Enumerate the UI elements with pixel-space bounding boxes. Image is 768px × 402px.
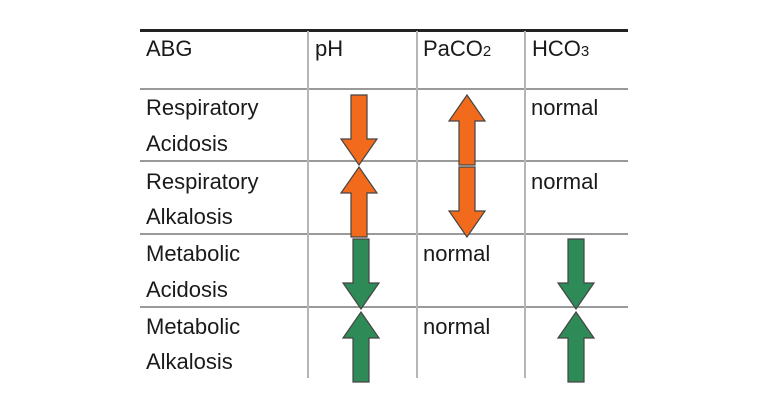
row-divider (140, 160, 628, 162)
arrow-down-icon (341, 238, 381, 310)
column-divider (416, 31, 418, 378)
hco3-indicator (556, 311, 596, 383)
arrow-shape (447, 166, 487, 238)
arrow-up-icon (447, 94, 487, 166)
row-divider (140, 306, 628, 308)
column-divider (524, 31, 526, 378)
header-hco3: HCO3 (532, 34, 589, 67)
paco2-value: normal (423, 314, 491, 339)
header-hco3-text: HCO (532, 36, 581, 61)
row-condition-line1: Metabolic (146, 314, 241, 339)
abg-table: ABG pH PaCO2 HCO3 Respiratory Acidosis n… (140, 22, 628, 383)
arrow-down-icon (447, 166, 487, 238)
arrow-shape (556, 238, 596, 310)
paco2-indicator (447, 94, 487, 166)
paco2-value: normal (423, 241, 491, 266)
row-condition-line2: Acidosis (146, 277, 228, 302)
arrow-up-icon (556, 311, 596, 383)
arrow-down-icon (339, 94, 379, 166)
header-paco2-text: PaCO (423, 36, 483, 61)
paco2-indicator (447, 166, 487, 238)
hco3-indicator (556, 238, 596, 310)
arrow-down-icon (556, 238, 596, 310)
hco3-value: normal (531, 95, 599, 120)
ph-indicator (341, 311, 381, 383)
row-divider (140, 233, 628, 235)
row-condition-line1: Metabolic (146, 241, 241, 266)
header-divider (140, 88, 628, 90)
ph-indicator (339, 166, 379, 238)
arrow-shape (341, 311, 381, 383)
row-condition-line2: Acidosis (146, 131, 228, 156)
arrow-up-icon (339, 166, 379, 238)
column-divider (307, 31, 309, 378)
header-hco3-subscript: 3 (580, 43, 590, 60)
arrow-shape (556, 311, 596, 383)
arrow-shape (341, 238, 381, 310)
header-ph: pH (315, 36, 344, 61)
ph-indicator (341, 238, 381, 310)
hco3-value: normal (531, 169, 599, 194)
table-top-border (140, 29, 628, 32)
row-condition-line2: Alkalosis (146, 204, 233, 229)
header-paco2: PaCO2 (423, 34, 491, 67)
ph-indicator (339, 94, 379, 166)
row-condition-line2: Alkalosis (146, 349, 233, 374)
arrow-shape (339, 166, 379, 238)
arrow-shape (447, 94, 487, 166)
header-abg: ABG (146, 36, 193, 61)
arrow-shape (339, 94, 379, 166)
row-condition-line1: Respiratory (146, 169, 259, 194)
header-paco2-subscript: 2 (482, 43, 492, 60)
arrow-up-icon (341, 311, 381, 383)
row-condition-line1: Respiratory (146, 95, 259, 120)
